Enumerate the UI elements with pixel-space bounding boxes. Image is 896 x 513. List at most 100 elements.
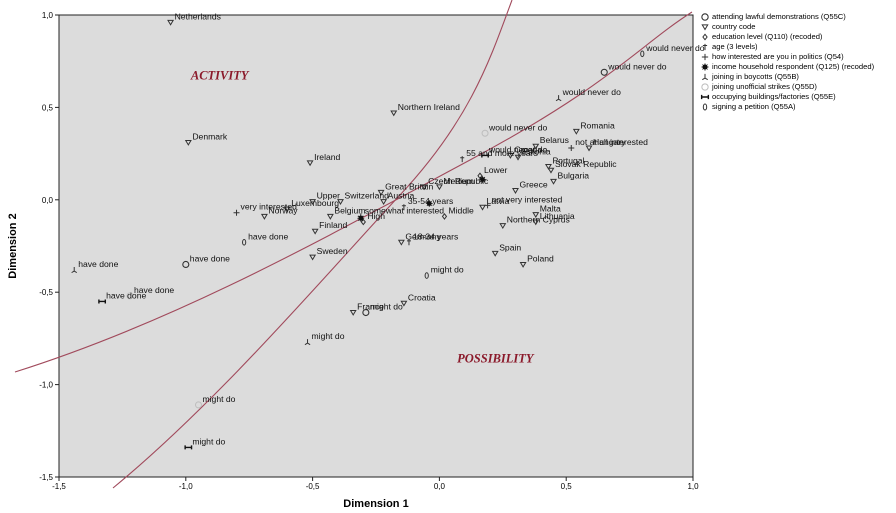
data-point — [435, 184, 443, 191]
data-point — [532, 219, 540, 226]
data-point — [326, 213, 334, 220]
legend-label: occupying buildings/factories (Q55E) — [712, 91, 836, 101]
legend-item: income household respondent (Q125) (reco… — [700, 62, 894, 72]
data-point — [420, 184, 428, 191]
point-label: Luxembourg — [291, 198, 339, 208]
data-point — [98, 299, 107, 304]
axes-layer: -1,5-1,5 -1,0 -1,0 -0,5 -0,5 0,0 0,0 0,5 0,5 1,0 1… — [39, 11, 699, 491]
data-point — [194, 401, 202, 409]
y-tick-label: 0,5 — [42, 103, 54, 112]
point-label: would never do — [488, 144, 548, 154]
legend-symbol-icon — [700, 92, 712, 101]
data-point — [400, 300, 408, 307]
legend-item: signing a petition (Q55A) — [700, 102, 894, 112]
point-label: Sweden — [317, 246, 348, 256]
point-label: Poland — [527, 253, 554, 263]
data-point — [304, 339, 311, 346]
data-point — [506, 152, 514, 159]
series-1: Netherlands Northern Ireland Denmark Irelan… — [167, 11, 626, 316]
point-label: Greece — [519, 180, 547, 190]
annotation-label: ACTIVITY — [190, 69, 250, 83]
series-5 — [357, 176, 486, 222]
point-label: have done — [78, 259, 118, 269]
legend-label: joining in boycotts (Q55B) — [712, 71, 799, 81]
data-point — [481, 153, 489, 158]
data-point — [401, 204, 406, 211]
legend-symbol-icon — [700, 32, 712, 41]
data-point — [547, 167, 555, 174]
boundary-curve-horizontal — [14, 11, 693, 373]
data-point — [167, 19, 175, 26]
x-tick-label: -0,5 — [306, 482, 320, 491]
series-7: would never do have done might do — [126, 122, 548, 409]
legend-item: joining unofficial strikes (Q55D) — [700, 82, 894, 92]
data-point — [260, 213, 268, 220]
legend-label: income household respondent (Q125) (reco… — [712, 61, 875, 71]
data-point — [600, 68, 608, 76]
point-label: Upper — [317, 191, 341, 201]
point-label: Great Britain — [385, 181, 433, 191]
legend-label: country code — [712, 21, 756, 31]
data-point — [311, 228, 319, 235]
y-tick-label: -0,5 — [39, 288, 53, 297]
data-point — [441, 213, 448, 220]
point-label: might do — [431, 265, 464, 275]
point-label: Ireland — [314, 152, 340, 162]
y-tick-label: 0,0 — [42, 196, 54, 205]
legend-label: age (3 levels) — [712, 41, 758, 51]
data-point — [397, 239, 405, 246]
point-label: might do — [202, 394, 235, 404]
point-label: Hungary — [593, 137, 626, 147]
data-point — [499, 223, 507, 230]
point-label: Slovak Republic — [555, 159, 617, 169]
x-axis-title: Dimension 1 — [343, 498, 408, 510]
legend-label: how interested are you in politics (Q54) — [712, 51, 844, 61]
data-point — [555, 95, 562, 102]
data-point — [71, 267, 78, 274]
legend-item: country code — [700, 22, 894, 32]
data-point — [585, 145, 593, 152]
legend-item: how interested are you in politics (Q54) — [700, 52, 894, 62]
point-label: Belgium — [334, 205, 365, 215]
legend-item: occupying buildings/factories (Q55E) — [700, 92, 894, 102]
point-label: Bulgaria — [558, 170, 590, 180]
data-point — [568, 145, 575, 152]
data-point — [233, 209, 240, 216]
data-point — [532, 143, 540, 150]
data-point — [126, 292, 134, 300]
data-point — [184, 140, 192, 146]
data-point — [182, 260, 190, 269]
point-label: Latvia — [487, 196, 510, 206]
data-point — [514, 154, 522, 161]
series-6: would never do have done might do — [71, 87, 621, 346]
data-point — [357, 214, 365, 222]
y-axis-title: Dimension 2 — [7, 213, 19, 278]
y-tick-label: -1,0 — [39, 381, 53, 390]
point-label: might do — [370, 302, 403, 312]
data-point — [550, 178, 557, 185]
point-label: Northern Cyprus — [507, 215, 570, 225]
data-point — [309, 199, 317, 206]
point-label: Finland — [319, 220, 347, 230]
data-point — [377, 189, 385, 196]
point-label: have done — [190, 253, 230, 263]
series-9: would never do have done might do — [242, 43, 705, 279]
data-point — [544, 164, 552, 170]
data-point — [309, 254, 317, 261]
data-point — [424, 272, 429, 279]
legend-label: education level (Q110) (recoded) — [712, 31, 823, 41]
legend-symbol-icon — [700, 42, 712, 51]
boundary-curve-vertical — [112, 0, 513, 489]
data-point — [283, 206, 291, 213]
point-label: Medium — [443, 176, 474, 186]
data-point — [640, 50, 645, 58]
point-label: 55 and more years — [466, 148, 538, 158]
point-label: 35-54 years — [408, 196, 453, 206]
series-0: would never do have done might do — [182, 61, 667, 317]
data-point — [406, 239, 411, 246]
data-point — [337, 199, 344, 206]
x-tick-label: -1,0 — [179, 482, 193, 491]
y-tick-label: 1,0 — [42, 11, 54, 20]
point-label: Belarus — [540, 135, 569, 145]
